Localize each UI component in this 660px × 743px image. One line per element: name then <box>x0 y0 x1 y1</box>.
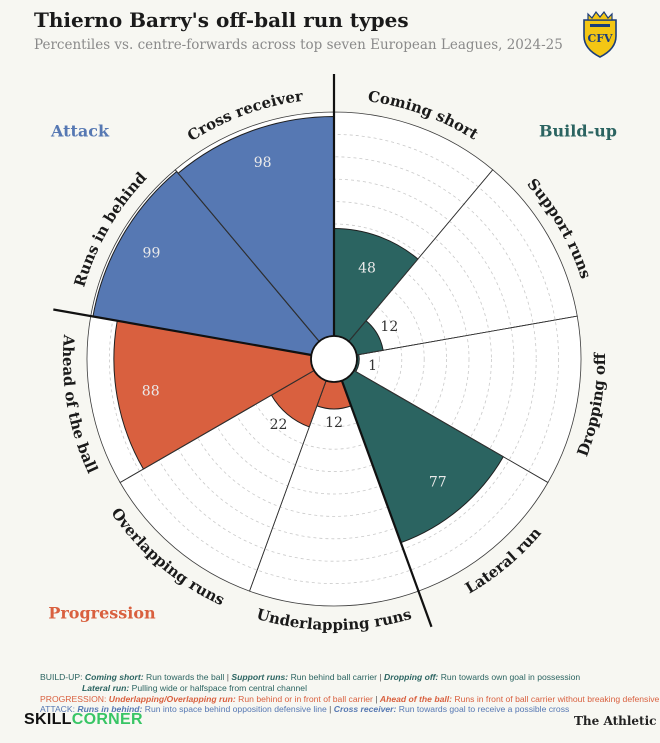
legend-footnote: BUILD-UP: Coming short: Run towards the … <box>40 672 660 715</box>
group-label-progression: Progression <box>48 604 156 623</box>
percentile-gridline <box>131 156 537 562</box>
chart-title: Thierno Barry's off-ball run types <box>34 8 409 32</box>
value-label: 99 <box>143 246 161 262</box>
value-label: 77 <box>429 475 447 491</box>
value-label: 12 <box>380 319 398 335</box>
sector-divider <box>356 315 578 356</box>
value-label: 22 <box>270 417 288 433</box>
value-label: 98 <box>254 155 272 171</box>
group-divider <box>53 308 312 357</box>
skillcorner-logo: SKILLCORNER <box>24 711 143 728</box>
svg-text:CFV: CFV <box>587 32 613 45</box>
group-label-build-up: Build-up <box>539 122 617 141</box>
percentile-gridline <box>288 313 380 405</box>
group-label-attack: Attack <box>50 122 110 141</box>
the-athletic-logo: The Athletic <box>574 714 657 728</box>
sector-divider <box>174 169 320 342</box>
villarreal-crest-icon: CFV <box>583 10 617 58</box>
sector-divider <box>353 370 549 483</box>
sector-divider <box>348 169 494 342</box>
category-label: Underlapping runs <box>255 605 414 634</box>
value-label: 12 <box>325 415 343 431</box>
percentile-gridline <box>198 223 470 495</box>
value-label: 1 <box>368 358 377 374</box>
value-label: 88 <box>142 383 160 399</box>
sector-divider <box>249 380 327 592</box>
center-hub <box>310 335 358 383</box>
group-divider <box>340 380 433 628</box>
value-label: 48 <box>358 260 376 276</box>
chart-subtitle: Percentiles vs. centre-forwards across t… <box>34 37 563 53</box>
sector-divider <box>119 370 315 483</box>
